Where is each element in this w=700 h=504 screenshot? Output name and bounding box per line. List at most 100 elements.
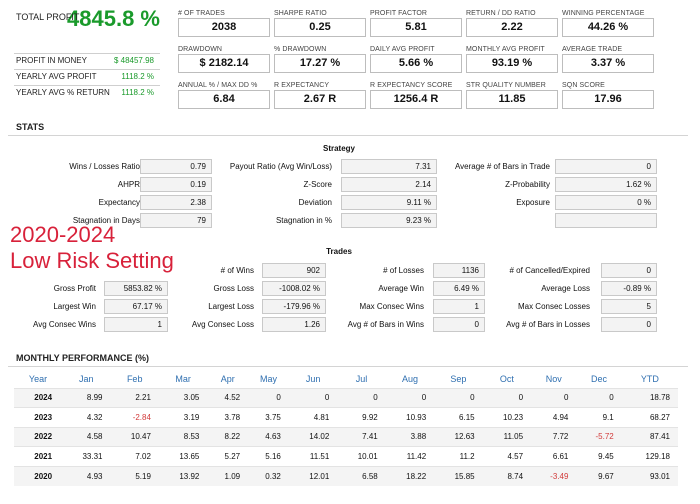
stat-value: 1 <box>104 317 168 332</box>
metric-r-expectancy-score: R EXPECTANCY SCORE 1256.4 R <box>370 82 462 109</box>
table-cell: 4.81 <box>288 407 338 427</box>
table-cell: 6.61 <box>531 446 577 466</box>
stat-value: 1.62 % <box>555 177 657 192</box>
metric-label: R EXPECTANCY <box>274 82 330 89</box>
divider <box>8 366 688 367</box>
table-cell: 9.67 <box>576 465 622 486</box>
table-cell: 0 <box>288 387 338 408</box>
metric-value: 2038 <box>178 18 270 37</box>
stat-label: AHPR <box>117 180 140 189</box>
table-row: 2021 33.31 7.02 13.65 5.27 5.16 11.51 10.01 11.4… <box>14 446 678 466</box>
metric-value: 17.96 <box>562 90 654 109</box>
table-cell: 13.65 <box>158 446 208 466</box>
metric-value: 5.81 <box>370 18 462 37</box>
table-cell: 4.63 <box>248 426 289 447</box>
table-cell: 15.85 <box>434 465 483 486</box>
metric-label: SQN SCORE <box>562 82 605 89</box>
table-cell: 8.99 <box>62 387 111 408</box>
stat-label: # of Cancelled/Expired <box>509 266 591 275</box>
metric-trades: # OF TRADES 2038 <box>178 10 270 37</box>
profit-in-money-value: $ 48457.98 <box>113 56 154 65</box>
table-cell: 8.53 <box>158 426 208 447</box>
column-header: Jun <box>305 373 321 384</box>
column-header: Mar <box>175 373 191 384</box>
table-cell: 93.01 <box>621 465 678 486</box>
metric-label: PROFIT FACTOR <box>370 10 428 17</box>
table-cell: 33.31 <box>62 446 111 466</box>
table-cell: 6.58 <box>337 465 386 486</box>
column-header: Aug <box>401 373 418 384</box>
table-cell: 0 <box>385 387 435 408</box>
table-cell: 8.74 <box>482 465 532 486</box>
stat-value: 1136 <box>433 263 485 278</box>
stat-value: 0 <box>601 263 657 278</box>
stat-label: # of Losses <box>383 266 424 275</box>
metric-label: WINNING PERCENTAGE <box>562 10 645 17</box>
metric-label: R EXPECTANCY SCORE <box>370 82 453 89</box>
metric-value: 0.25 <box>274 18 366 37</box>
stat-label: Deviation <box>298 198 332 207</box>
table-cell: 4.58 <box>62 426 111 447</box>
column-header: Feb <box>126 373 143 384</box>
table-cell: 10.01 <box>337 446 386 466</box>
metric-sqn-score: SQN SCORE 17.96 <box>562 82 654 109</box>
metric-label: DRAWDOWN <box>178 46 223 53</box>
metric-average-trade: AVERAGE TRADE 3.37 % <box>562 46 654 73</box>
table-cell: 11.51 <box>288 446 338 466</box>
stat-value: 0 <box>555 159 657 174</box>
metric-label: DAILY AVG PROFIT <box>370 46 435 53</box>
metric-profit-factor: PROFIT FACTOR 5.81 <box>370 10 462 37</box>
metric-value: $ 2182.14 <box>178 54 270 73</box>
metric-value: 6.84 <box>178 90 270 109</box>
table-cell: 0 <box>482 387 532 408</box>
stat-label: Avg Consec Loss <box>191 320 254 329</box>
table-header-row: Year Jan Feb Mar Apr May Jun Jul Aug Sep Oct Nov Dec… <box>14 370 678 388</box>
table-cell: 68.27 <box>621 407 678 427</box>
stat-label: Gross Loss <box>213 284 254 293</box>
stat-label: Expectancy <box>98 198 140 207</box>
stat-value: -1008.02 % <box>262 281 326 296</box>
metric-label: STR QUALITY NUMBER <box>466 82 546 89</box>
metric-daily-avg-profit: DAILY AVG PROFIT 5.66 % <box>370 46 462 73</box>
stat-value: -0.89 % <box>601 281 657 296</box>
monthly-performance-table: Year Jan Feb Mar Apr May Jun Jul Aug Sep Oct Nov Dec… <box>14 370 678 486</box>
table-cell: 4.57 <box>482 446 532 466</box>
profit-in-money-label: PROFIT IN MONEY <box>16 56 87 65</box>
table-cell: 12.63 <box>434 426 483 447</box>
table-cell: -2.84 <box>110 407 159 427</box>
stat-value: 5 <box>601 299 657 314</box>
stat-value: 79 <box>140 213 212 228</box>
table-cell: 4.52 <box>207 387 249 408</box>
column-header: Oct <box>499 373 514 384</box>
table-cell: 2.21 <box>110 387 159 408</box>
table-cell: 10.93 <box>385 407 435 427</box>
stat-label: Exposure <box>516 198 550 207</box>
stat-value-empty <box>555 213 657 228</box>
table-row: 2024 8.99 2.21 3.05 4.52 0 0 0 0 0 0 0 0 18.78 <box>14 387 678 408</box>
column-header: YTD <box>640 373 659 384</box>
table-cell: 0.32 <box>248 465 289 486</box>
table-cell: 9.1 <box>576 407 622 427</box>
table-cell: 14.02 <box>288 426 338 447</box>
table-cell: 10.23 <box>482 407 532 427</box>
overlay-setting: Low Risk Setting <box>10 248 174 273</box>
stat-label: Z-Probability <box>505 180 550 189</box>
trades-title: Trades <box>326 247 352 256</box>
table-cell: 3.05 <box>158 387 208 408</box>
metric-winning-percentage: WINNING PERCENTAGE 44.26 % <box>562 10 654 37</box>
table-cell: 6.15 <box>434 407 483 427</box>
metric-drawdown: DRAWDOWN $ 2182.14 <box>178 46 270 73</box>
stat-label: Largest Win <box>53 302 96 311</box>
table-cell: 13.92 <box>158 465 208 486</box>
monthly-title: MONTHLY PERFORMANCE (%) <box>16 353 150 363</box>
metric-sharpe-ratio: SHARPE RATIO 0.25 <box>274 10 366 37</box>
table-cell: 0 <box>531 387 577 408</box>
table-cell: 9.45 <box>576 446 622 466</box>
metric-value: 93.19 % <box>466 54 558 73</box>
table-cell: 0 <box>576 387 622 408</box>
table-row: 2023 4.32 -2.84 3.19 3.78 3.75 4.81 9.92 10.93 6.… <box>14 407 678 427</box>
year-cell: 2024 <box>14 387 63 408</box>
column-header: Sep <box>450 373 467 384</box>
strategy-title: Strategy <box>322 144 355 153</box>
stat-value: 2.38 <box>140 195 212 210</box>
